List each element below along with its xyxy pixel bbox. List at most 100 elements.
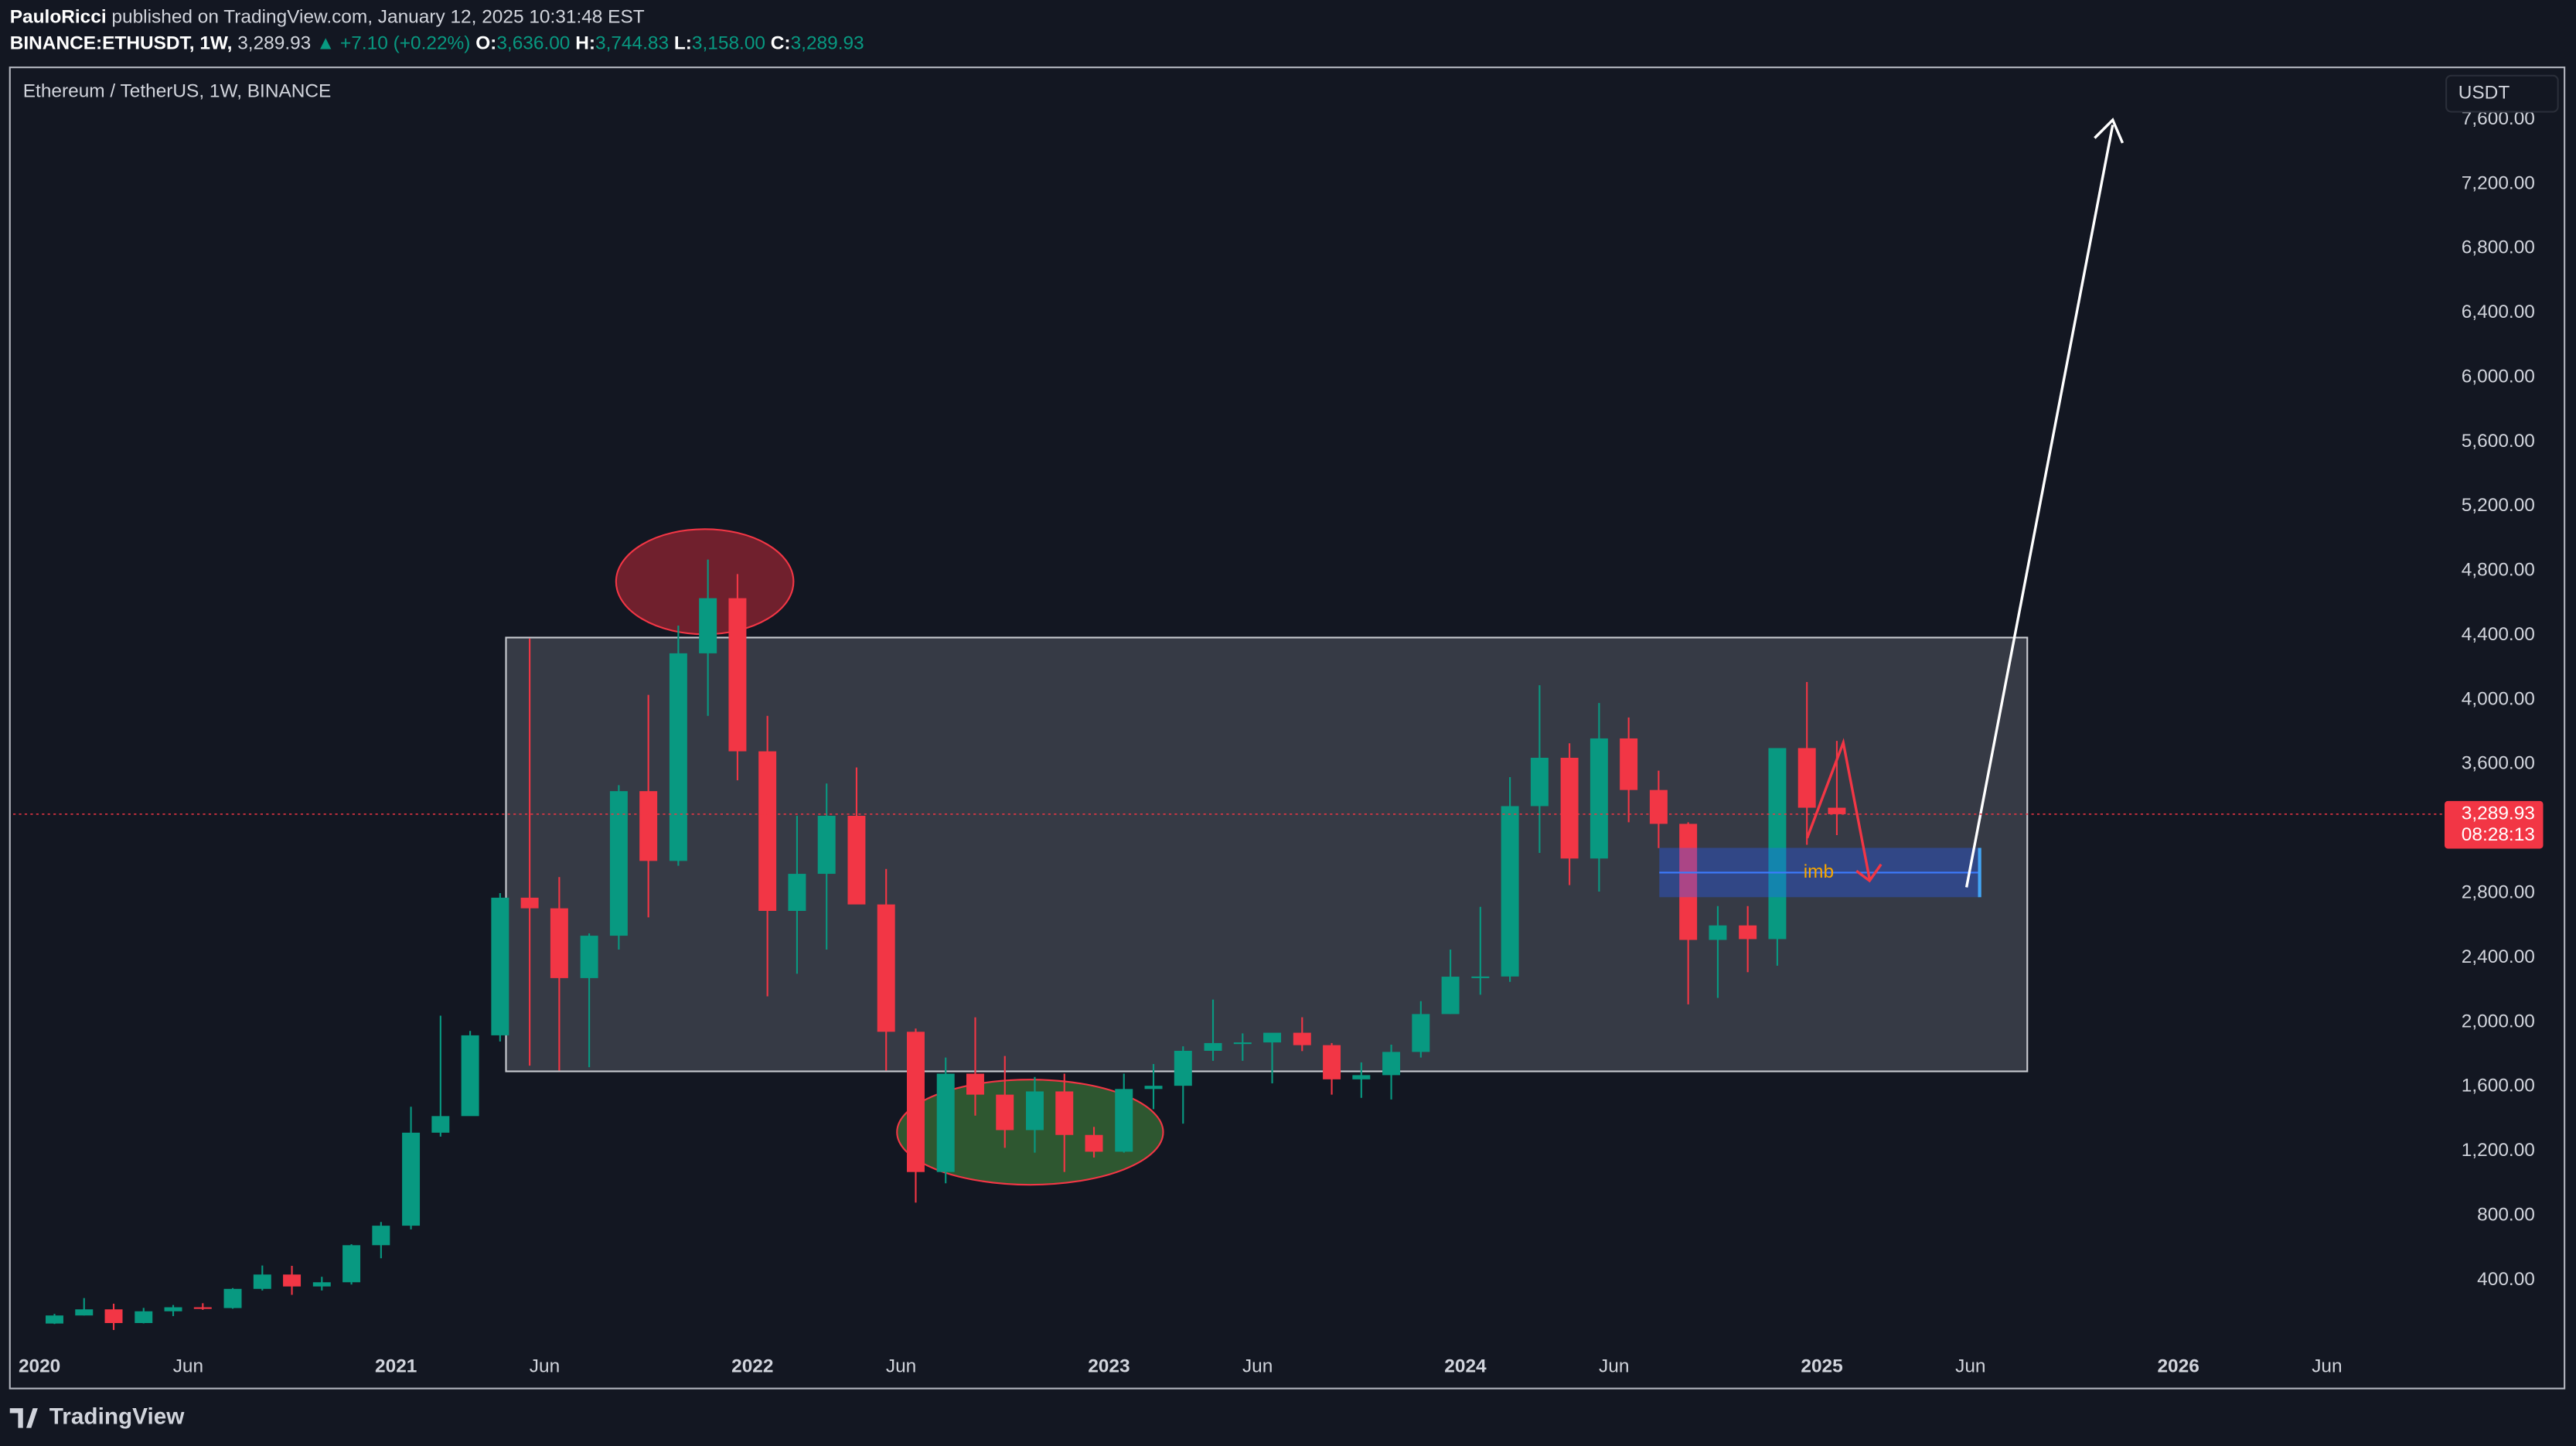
y-tick-label: 2,400.00 bbox=[2462, 946, 2535, 967]
candle-body bbox=[135, 1311, 153, 1323]
candle-body bbox=[491, 897, 509, 1035]
candle-body bbox=[1530, 757, 1549, 807]
candle-body bbox=[1204, 1042, 1222, 1051]
y-tick-label: 6,800.00 bbox=[2462, 237, 2535, 258]
candle-body bbox=[164, 1307, 182, 1311]
y-tick-label: 7,200.00 bbox=[2462, 172, 2535, 193]
candle-body bbox=[1560, 757, 1579, 859]
change: ▲ +7.10 (+0.22%) bbox=[316, 33, 470, 54]
candle-body bbox=[580, 936, 598, 978]
candle-body bbox=[699, 598, 717, 653]
x-tick-label: Jun bbox=[1242, 1356, 1273, 1376]
candle-body bbox=[1441, 977, 1460, 1015]
candle-body bbox=[75, 1309, 94, 1316]
candle-body bbox=[1233, 1042, 1252, 1045]
bottom-ellipse bbox=[896, 1079, 1164, 1186]
currency: USDT bbox=[2458, 83, 2510, 104]
candle-body bbox=[669, 653, 687, 861]
candle-body bbox=[520, 897, 539, 909]
candle-body bbox=[342, 1245, 361, 1283]
candle-body bbox=[104, 1309, 123, 1323]
published: published on TradingView.com, January 12… bbox=[111, 7, 644, 28]
candle-body bbox=[996, 1094, 1014, 1131]
candle-body bbox=[1679, 824, 1698, 940]
y-tick-label: 3,600.00 bbox=[2462, 753, 2535, 774]
candle-body bbox=[312, 1282, 331, 1287]
candle-body bbox=[1501, 806, 1519, 977]
ohlc-key: O: bbox=[475, 33, 496, 54]
x-tick-label: 2022 bbox=[731, 1356, 773, 1376]
y-tick-label: 1,600.00 bbox=[2462, 1076, 2535, 1096]
candle-body bbox=[966, 1073, 984, 1095]
candle-body bbox=[817, 816, 836, 875]
candles bbox=[46, 559, 1846, 1330]
currency-box bbox=[2445, 74, 2559, 113]
author: PauloRicci bbox=[10, 7, 107, 28]
candle-body bbox=[1323, 1045, 1341, 1079]
y-tick-label: 6,400.00 bbox=[2462, 302, 2535, 322]
x-tick-label: 2026 bbox=[2157, 1356, 2199, 1376]
candle-body bbox=[1412, 1014, 1430, 1052]
candle-body bbox=[1115, 1089, 1133, 1152]
axes: 2020 Jun 2021 Jun 2022 Jun 2023 Jun 2024 Jun 2025 J… bbox=[13, 108, 2544, 1376]
candle-body bbox=[193, 1307, 212, 1309]
candle-body bbox=[372, 1226, 390, 1246]
y-tick-label: 1,200.00 bbox=[2462, 1140, 2535, 1161]
candle-body bbox=[461, 1035, 479, 1117]
candle-body bbox=[847, 816, 866, 905]
candle-body bbox=[936, 1073, 955, 1172]
candle-body bbox=[1471, 976, 1490, 978]
ohlc-value: 3,158.00 bbox=[692, 33, 765, 54]
ohlc-key: H: bbox=[575, 33, 595, 54]
candle-body bbox=[402, 1132, 421, 1226]
ohlc-key: L: bbox=[674, 33, 692, 54]
candle-body bbox=[431, 1116, 450, 1133]
header-line1: PauloRicci published on TradingView.com,… bbox=[10, 7, 645, 28]
last-price-box bbox=[2445, 800, 2544, 849]
y-tick-label: 5,600.00 bbox=[2462, 431, 2535, 452]
y-tick-label: 4,400.00 bbox=[2462, 624, 2535, 645]
x-tick-label: 2025 bbox=[1801, 1356, 1842, 1376]
x-tick-label: Jun bbox=[1955, 1356, 1985, 1376]
y-tick-label: 2,000.00 bbox=[2462, 1011, 2535, 1032]
price: 3,289.93 bbox=[237, 33, 311, 54]
candle-body bbox=[1085, 1134, 1103, 1152]
projection-path bbox=[1805, 738, 1871, 880]
y-tick-label: 800.00 bbox=[2477, 1204, 2535, 1225]
y-tick-label: 2,800.00 bbox=[2462, 882, 2535, 903]
countdown: 08:28:13 bbox=[2462, 824, 2535, 845]
candle-body bbox=[1768, 748, 1787, 940]
x-tick-label: Jun bbox=[886, 1356, 916, 1376]
target-arrow bbox=[1964, 124, 2114, 888]
candle-body bbox=[758, 751, 777, 911]
candle-body bbox=[1649, 790, 1668, 824]
x-tick-label: 2021 bbox=[375, 1356, 417, 1376]
candle-body bbox=[550, 908, 568, 978]
candle-body bbox=[1144, 1086, 1163, 1090]
candle-body bbox=[1709, 925, 1727, 940]
projection-arrowhead bbox=[1855, 863, 1883, 883]
y-tick-label: 4,000.00 bbox=[2462, 688, 2535, 709]
symbol: BINANCE:ETHUSDT, 1W, bbox=[10, 33, 233, 54]
logo: TradingView bbox=[9, 1404, 185, 1430]
x-tick-label: Jun bbox=[2312, 1356, 2342, 1376]
last-price-label: 3,289.93 bbox=[2462, 803, 2535, 824]
drawings: imb bbox=[1659, 118, 2125, 898]
x-tick-label: Jun bbox=[1599, 1356, 1629, 1376]
candle-body bbox=[1352, 1075, 1371, 1079]
candle-body bbox=[728, 598, 747, 752]
candle-body bbox=[1739, 925, 1757, 940]
candle-body bbox=[1174, 1050, 1192, 1086]
candle-body bbox=[1620, 738, 1638, 790]
candle-body bbox=[1590, 738, 1608, 859]
candle-body bbox=[1828, 807, 1846, 814]
candle-body bbox=[1382, 1052, 1401, 1076]
candle-body bbox=[639, 791, 658, 861]
chart-title: Ethereum / TetherUS, 1W, BINANCE bbox=[23, 80, 332, 101]
candle-body bbox=[1293, 1032, 1311, 1045]
ohlc-value: 3,289.93 bbox=[791, 33, 864, 54]
candle-body bbox=[609, 791, 628, 936]
candle-body bbox=[788, 874, 806, 911]
